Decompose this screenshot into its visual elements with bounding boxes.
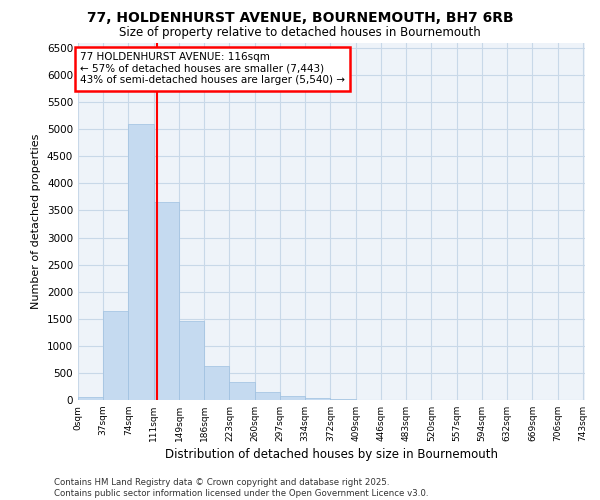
Y-axis label: Number of detached properties: Number of detached properties <box>31 134 41 309</box>
Bar <box>128 124 154 400</box>
Bar <box>305 398 331 400</box>
Text: 77 HOLDENHURST AVENUE: 116sqm
← 57% of detached houses are smaller (7,443)
43% o: 77 HOLDENHURST AVENUE: 116sqm ← 57% of d… <box>80 52 345 86</box>
Bar <box>204 366 229 400</box>
Bar <box>154 202 179 400</box>
Text: Contains HM Land Registry data © Crown copyright and database right 2025.
Contai: Contains HM Land Registry data © Crown c… <box>54 478 428 498</box>
Bar <box>179 322 204 400</box>
Text: 77, HOLDENHURST AVENUE, BOURNEMOUTH, BH7 6RB: 77, HOLDENHURST AVENUE, BOURNEMOUTH, BH7… <box>86 11 514 25</box>
Text: Size of property relative to detached houses in Bournemouth: Size of property relative to detached ho… <box>119 26 481 39</box>
X-axis label: Distribution of detached houses by size in Bournemouth: Distribution of detached houses by size … <box>165 448 498 461</box>
Bar <box>280 396 305 400</box>
Bar <box>78 398 103 400</box>
Bar <box>255 392 280 400</box>
Bar <box>103 310 128 400</box>
Bar <box>229 382 255 400</box>
